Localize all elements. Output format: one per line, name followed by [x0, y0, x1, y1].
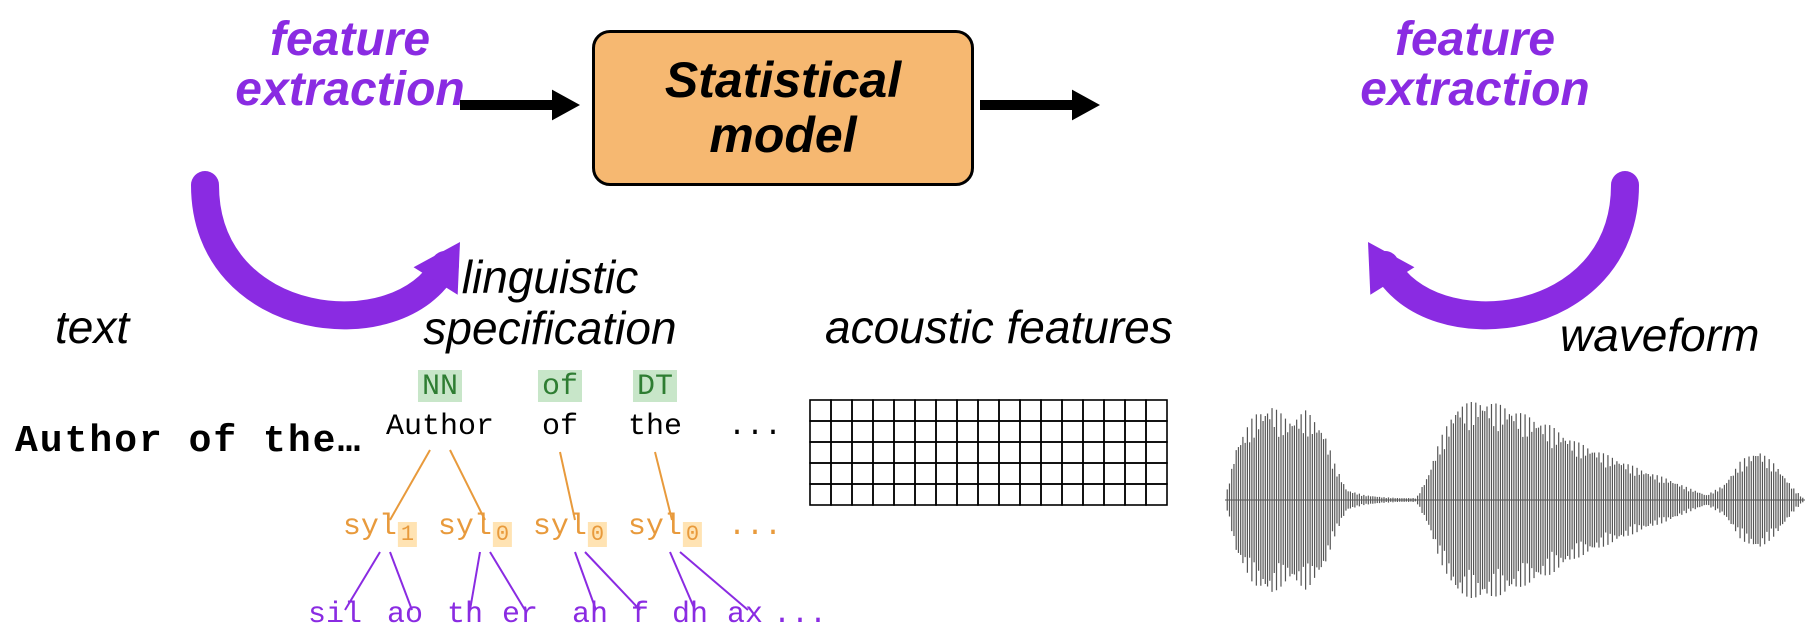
syllable-node: syl0 [438, 510, 512, 544]
syllable-node: syl1 [343, 510, 417, 544]
linguistic-tree: NNAuthorofofDTthe...syl1syl0syl0syl0...s… [0, 0, 1819, 642]
tree-word: Author [386, 410, 494, 444]
phoneme-node: th [447, 598, 483, 632]
pos-tag: of [538, 370, 582, 402]
phoneme-node: ao [387, 598, 423, 632]
phoneme-node: dh [672, 598, 708, 632]
phoneme-node: ah [572, 598, 608, 632]
syllable-node: syl0 [533, 510, 607, 544]
phoneme-node: f [631, 598, 649, 632]
phoneme-node: ax [727, 598, 763, 632]
tree-word: the [628, 410, 682, 444]
syllable-node: syl0 [628, 510, 702, 544]
phoneme-node: sil [308, 598, 362, 632]
pos-tag: NN [418, 370, 462, 402]
pos-tag: DT [633, 370, 677, 402]
phoneme-node: er [502, 598, 538, 632]
tree-word: of [542, 410, 578, 444]
